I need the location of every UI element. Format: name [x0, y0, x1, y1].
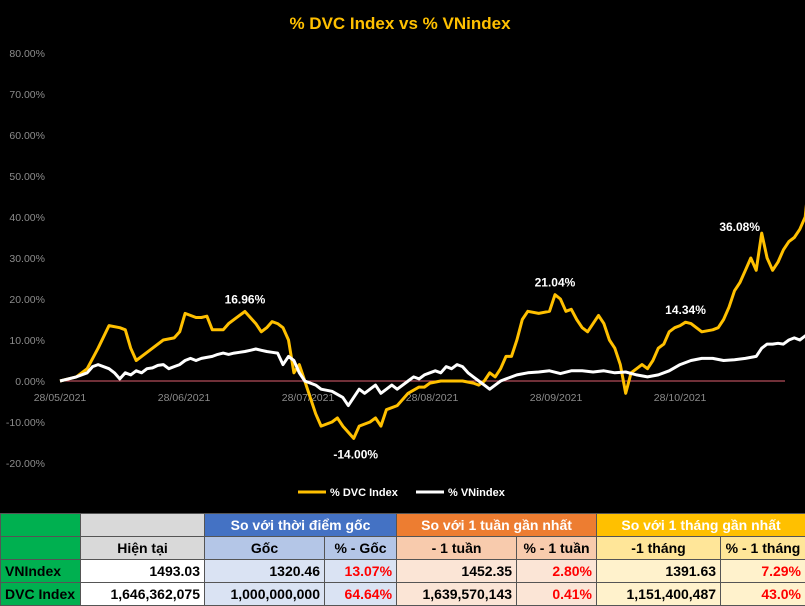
y-tick-label: 80.00% [9, 48, 45, 60]
cell-week-pct: 2.80% [517, 560, 597, 583]
legend: % DVC Index % VNindex [298, 487, 506, 499]
y-tick-label: 20.00% [9, 294, 45, 306]
legend-label-vnindex: % VNindex [448, 487, 506, 499]
y-tick-label: 60.00% [9, 130, 45, 142]
group-header-week: So với 1 tuần gần nhất [397, 514, 597, 537]
table-group-header-row: So với thời điểm gốc So với 1 tuần gần n… [1, 514, 805, 537]
y-tick-label: 10.00% [9, 335, 45, 347]
sub-header-base-pct: % - Gốc [325, 537, 397, 560]
comparison-table: So với thời điểm gốc So với 1 tuần gần n… [0, 513, 805, 606]
sub-header-current: Hiện tại [81, 537, 205, 560]
sub-header-base: Gốc [205, 537, 325, 560]
x-tick-label: 28/08/2021 [406, 392, 459, 404]
data-label: 14.34% [665, 303, 706, 317]
cell-base-pct: 64.64% [325, 583, 397, 606]
x-tick-label: 28/06/2021 [158, 392, 211, 404]
cell-week: 1452.35 [397, 560, 517, 583]
table-corner-cell [1, 537, 81, 560]
y-tick-label: 0.00% [15, 376, 45, 388]
sub-header-month: -1 tháng [597, 537, 721, 560]
row-label: VNIndex [1, 560, 81, 583]
cell-month-pct: 7.29% [721, 560, 805, 583]
row-label: DVC Index [1, 583, 81, 606]
x-tick-label: 28/10/2021 [654, 392, 707, 404]
data-label: 21.04% [535, 276, 576, 290]
cell-month-pct: 43.0% [721, 583, 805, 606]
cell-month: 1391.63 [597, 560, 721, 583]
cell-base: 1320.46 [205, 560, 325, 583]
group-header-base: So với thời điểm gốc [205, 514, 397, 537]
y-tick-label: 40.00% [9, 212, 45, 224]
cell-base: 1,000,000,000 [205, 583, 325, 606]
legend-label-dvc: % DVC Index [330, 487, 399, 499]
cell-current: 1,646,362,075 [81, 583, 205, 606]
table-row: VNIndex 1493.03 1320.46 13.07% 1452.35 2… [1, 560, 805, 583]
table-blank-cell [81, 514, 205, 537]
cell-week: 1,639,570,143 [397, 583, 517, 606]
data-label: -14.00% [333, 447, 378, 461]
y-tick-label: -10.00% [6, 417, 45, 429]
y-tick-label: 70.00% [9, 89, 45, 101]
y-tick-label: -20.00% [6, 458, 45, 470]
cell-base-pct: 13.07% [325, 560, 397, 583]
data-label: 16.96% [225, 292, 266, 306]
y-tick-label: 30.00% [9, 253, 45, 265]
y-tick-label: 50.00% [9, 171, 45, 183]
x-tick-label: 28/05/2021 [34, 392, 87, 404]
table-corner-cell [1, 514, 81, 537]
sub-header-week-pct: % - 1 tuần [517, 537, 597, 560]
table-sub-header-row: Hiện tại Gốc % - Gốc - 1 tuần % - 1 tuần… [1, 537, 805, 560]
group-header-month: So với 1 tháng gần nhất [597, 514, 805, 537]
cell-week-pct: 0.41% [517, 583, 597, 606]
y-axis: -20.00% -10.00% 0.00% 10.00% 20.00% 30.00% 40.… [6, 48, 45, 470]
series-line-dvc [60, 84, 805, 439]
series-lines [60, 84, 805, 439]
line-chart: % DVC Index vs % VNindex -20.00% -10.00% 0… [0, 0, 805, 512]
table-row: DVC Index 1,646,362,075 1,000,000,000 64… [1, 583, 805, 606]
sub-header-week: - 1 tuần [397, 537, 517, 560]
cell-month: 1,151,400,487 [597, 583, 721, 606]
cell-current: 1493.03 [81, 560, 205, 583]
sub-header-month-pct: % - 1 tháng [721, 537, 805, 560]
data-label: 36.08% [719, 220, 760, 234]
chart-title: % DVC Index vs % VNindex [289, 14, 511, 33]
x-tick-label: 28/09/2021 [530, 392, 583, 404]
